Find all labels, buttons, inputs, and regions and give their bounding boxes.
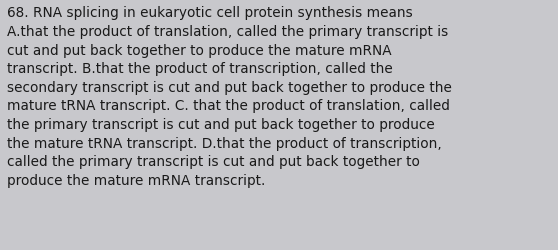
Text: 68. RNA splicing in eukaryotic cell protein synthesis means
A.that the product o: 68. RNA splicing in eukaryotic cell prot… <box>7 6 451 187</box>
